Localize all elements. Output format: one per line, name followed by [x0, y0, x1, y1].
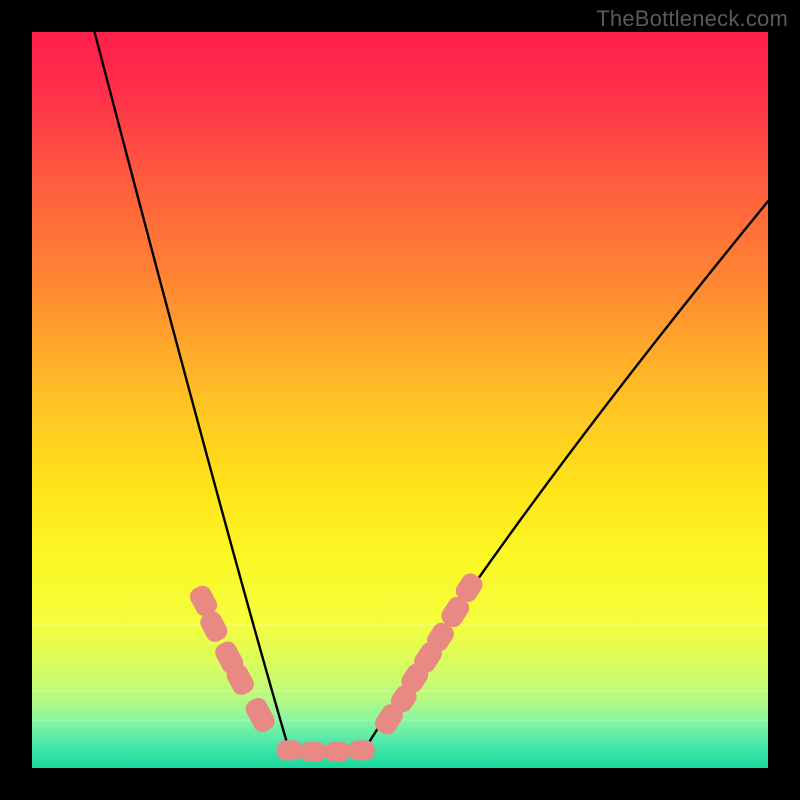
marker-bottom-3 [349, 740, 375, 760]
chart-svg [0, 0, 800, 800]
marker-bottom-1 [300, 742, 326, 762]
watermark-text: TheBottleneck.com [596, 6, 788, 32]
marker-bottom-2 [324, 742, 350, 762]
chart-stage: TheBottleneck.com [0, 0, 800, 800]
marker-bottom-0 [277, 740, 303, 760]
gradient-background [32, 32, 768, 768]
